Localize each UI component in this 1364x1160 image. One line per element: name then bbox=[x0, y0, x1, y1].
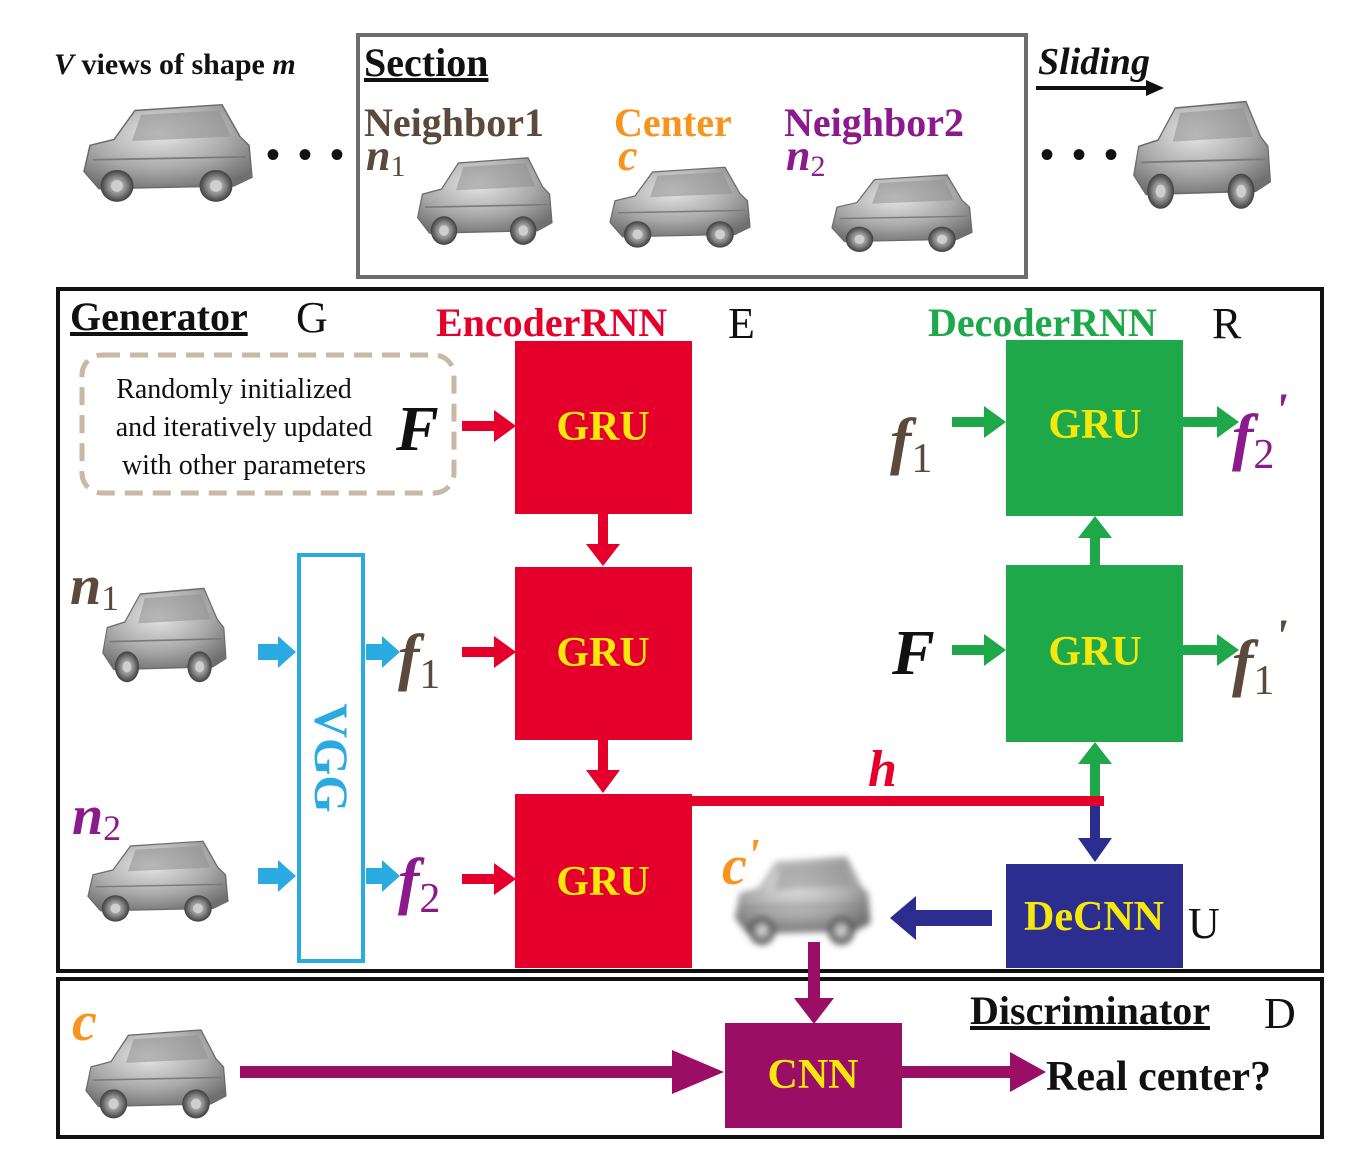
f2-feature: f2 bbox=[398, 845, 440, 922]
c-symbol-top: c bbox=[618, 131, 638, 180]
n2-symbol: n2 bbox=[72, 785, 121, 848]
car-view-icon bbox=[83, 103, 253, 203]
arrow-c-to-cnn bbox=[240, 1050, 724, 1094]
init-note-line-3: with other parameters bbox=[122, 450, 366, 481]
car-view-icon bbox=[85, 1029, 227, 1120]
encoder-symbol: E bbox=[728, 299, 755, 348]
arrow-decoder-gru-to-f2prime bbox=[1183, 406, 1239, 438]
arrow-f2-to-gru3 bbox=[462, 863, 516, 895]
c-prime-symbol: c' bbox=[722, 829, 760, 897]
decoder-gru-bottom-label: GRU bbox=[1048, 629, 1141, 675]
cnn-label: CNN bbox=[768, 1052, 859, 1098]
ellipsis-right: • • • bbox=[1040, 132, 1122, 177]
n2-symbol-top: n2 bbox=[786, 131, 825, 183]
decoder-gru-bottom bbox=[1006, 565, 1183, 742]
F-input-encoder: F bbox=[395, 393, 439, 464]
arrow-n2-to-vgg bbox=[258, 860, 296, 892]
arrow-F-to-decoder-gru bbox=[952, 634, 1006, 666]
decoder-gru-top-label: GRU bbox=[1048, 402, 1141, 448]
arrow-decoder-bottom-to-top bbox=[1078, 516, 1112, 565]
init-note-line-2: and iteratively updated bbox=[116, 412, 373, 443]
arrow-F-to-gru1 bbox=[462, 410, 516, 442]
c-real-symbol: c bbox=[72, 991, 97, 1053]
arrow-n1-to-vgg bbox=[258, 636, 296, 668]
vgg-block bbox=[297, 553, 365, 963]
init-note-box bbox=[79, 352, 457, 496]
arrow-h-to-decoder bbox=[1078, 742, 1112, 796]
cnn-block bbox=[725, 1023, 902, 1128]
arrow-decoder-gru-to-f1prime bbox=[1183, 634, 1239, 666]
arrow-f1-to-decoder-gru bbox=[952, 406, 1006, 438]
init-note-line-1: Randomly initialized bbox=[116, 374, 352, 405]
arrow-right-icon bbox=[1146, 80, 1164, 96]
decnn-block bbox=[1006, 864, 1183, 968]
discriminator-symbol: D bbox=[1264, 989, 1296, 1038]
views-caption: V views of shape m bbox=[54, 48, 296, 81]
arrow-h-to-decnn bbox=[1078, 806, 1112, 862]
decoder-symbol: R bbox=[1212, 299, 1242, 348]
car-view-icon bbox=[101, 587, 227, 684]
vgg-label: VGG bbox=[304, 703, 357, 812]
hidden-state-line bbox=[692, 796, 1104, 806]
n1-symbol-top: n1 bbox=[366, 131, 405, 183]
decoder-gru-top bbox=[1006, 340, 1183, 516]
section-title: Section bbox=[364, 40, 488, 85]
hidden-state-label: h bbox=[868, 741, 897, 798]
car-view-icon bbox=[1132, 100, 1272, 210]
decnn-label: DeCNN bbox=[1024, 894, 1164, 940]
decoder-top-input: f1 bbox=[890, 405, 932, 482]
arrow-f1-to-gru2 bbox=[462, 636, 516, 668]
car-view-icon bbox=[87, 840, 229, 923]
arrow-cprime-to-cnn bbox=[794, 942, 834, 1024]
decoder-bottom-output: f1' bbox=[1232, 610, 1288, 704]
discriminator-frame bbox=[56, 977, 1324, 1139]
car-view-icon bbox=[416, 157, 553, 246]
ellipsis-left: • • • bbox=[266, 132, 348, 177]
arrow-cnn-to-output bbox=[902, 1052, 1046, 1092]
center-label: Center bbox=[614, 100, 732, 145]
f1-feature: f1 bbox=[398, 621, 440, 698]
decoder-bottom-input: F bbox=[891, 617, 935, 688]
neighbor1-label: Neighbor1 bbox=[364, 100, 544, 145]
encoder-gru-1 bbox=[515, 341, 692, 514]
encoder-gru-3 bbox=[515, 794, 692, 968]
encoder-gru-2 bbox=[515, 567, 692, 740]
decnn-symbol: U bbox=[1188, 899, 1220, 948]
encoder-gru-2-label: GRU bbox=[556, 630, 649, 676]
arrow-gru2-to-gru3 bbox=[586, 740, 620, 793]
decoder-top-output: f2' bbox=[1232, 384, 1288, 478]
arrow-decnn-to-cprime bbox=[890, 896, 992, 940]
sliding-label: Sliding bbox=[1038, 41, 1150, 83]
arrow-vgg-to-f1 bbox=[366, 636, 400, 668]
arrow-vgg-to-f2 bbox=[366, 860, 400, 892]
encoder-title: EncoderRNN bbox=[436, 300, 667, 345]
arrow-gru1-to-gru2 bbox=[586, 514, 620, 566]
discriminator-output: Real center? bbox=[1046, 1054, 1271, 1100]
generator-symbol: G bbox=[296, 293, 328, 342]
discriminator-title: Discriminator bbox=[970, 988, 1210, 1033]
n1-symbol: n1 bbox=[70, 555, 119, 618]
decoder-title: DecoderRNN bbox=[928, 300, 1157, 345]
car-view-icon bbox=[831, 174, 973, 253]
encoder-gru-3-label: GRU bbox=[556, 859, 649, 905]
generator-title: Generator bbox=[70, 294, 248, 339]
encoder-gru-1-label: GRU bbox=[556, 404, 649, 450]
section-frame bbox=[356, 33, 1028, 279]
generator-frame bbox=[56, 287, 1324, 973]
neighbor2-label: Neighbor2 bbox=[784, 100, 964, 145]
